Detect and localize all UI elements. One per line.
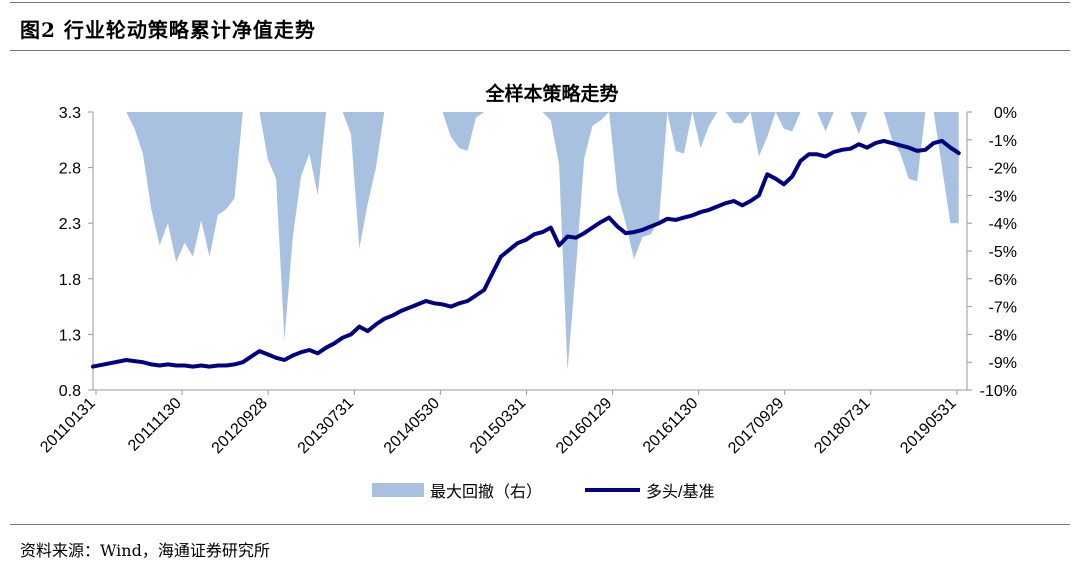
chart-title: 全样本策略走势 [484,82,618,105]
y-left-tick-label: 1.8 [59,272,81,289]
source-note: 资料来源：Wind，海通证券研究所 [20,541,270,560]
legend-area-label: 最大回撤（右） [430,483,542,501]
y-left-tick-labels: 3.3 2.8 2.3 1.8 1.3 0.8 [59,105,81,400]
x-tick-label: 20170929 [725,395,787,457]
x-tick-label: 20160129 [553,395,615,457]
y-right-tick-label: -2% [989,161,1017,178]
legend: 最大回撤（右） 多头/基准 [372,483,714,501]
y-left-tick-label: 3.3 [59,105,81,122]
y-right-tick-label: -10% [980,383,1017,400]
x-tick-label: 20161130 [640,395,702,457]
y-right-tick-label: -7% [989,300,1017,317]
header-rule-bottom [10,50,1070,51]
figure-number: 图2 [20,18,56,42]
y-right-tick-label: -6% [989,272,1017,289]
figure-header: 图2 行业轮动策略累计净值走势 [0,0,1080,52]
y-right-tick-label: 0% [994,105,1017,122]
x-tick-label: 20111130 [125,395,185,455]
y-right-tick-labels: 0% -1% -2% -3% -4% -5% -6% -7% -8% -9% -10% [980,105,1017,400]
source-rule [10,524,1070,525]
y-left-tick-label: 1.3 [59,327,81,344]
chart: 全样本策略走势 20110131 20111130 20120928 20130731… [37,82,1017,501]
x-tick-label: 20110131 [37,395,99,457]
y-right-tick-label: -3% [989,188,1017,205]
x-tick-label: 20140530 [381,395,443,457]
y-left-tick-label: 2.3 [59,216,81,233]
nav-line [91,138,961,369]
y-right-tick-label: -4% [989,216,1017,233]
x-tick-label: 20190531 [897,395,959,457]
axes-layer [88,111,972,395]
drawdown-area-layer [93,112,959,371]
x-tick-label: 20130731 [295,395,357,457]
y-left-tick-label: 2.8 [59,161,81,178]
x-tick-labels: 20110131 20111130 20120928 20130731 20140530… [37,395,959,457]
legend-area-swatch [372,483,424,497]
y-right-tick-label: -5% [989,244,1017,261]
figure-title: 图2 行业轮动策略累计净值走势 [20,14,316,43]
figure-title-text: 行业轮动策略累计净值走势 [63,18,316,42]
x-tick-label: 20180731 [811,395,873,457]
legend-line-label: 多头/基准 [646,483,714,501]
header-rule-top [10,2,1070,3]
y-left-tick-label: 0.8 [59,383,81,400]
x-tick-label: 20150331 [467,395,529,457]
nav-line-layer [91,138,961,369]
x-tick-label: 20120928 [209,395,271,457]
y-right-tick-label: -9% [989,355,1017,372]
drawdown-area [93,112,959,371]
y-right-tick-label: -1% [989,133,1017,150]
y-right-tick-label: -8% [989,327,1017,344]
